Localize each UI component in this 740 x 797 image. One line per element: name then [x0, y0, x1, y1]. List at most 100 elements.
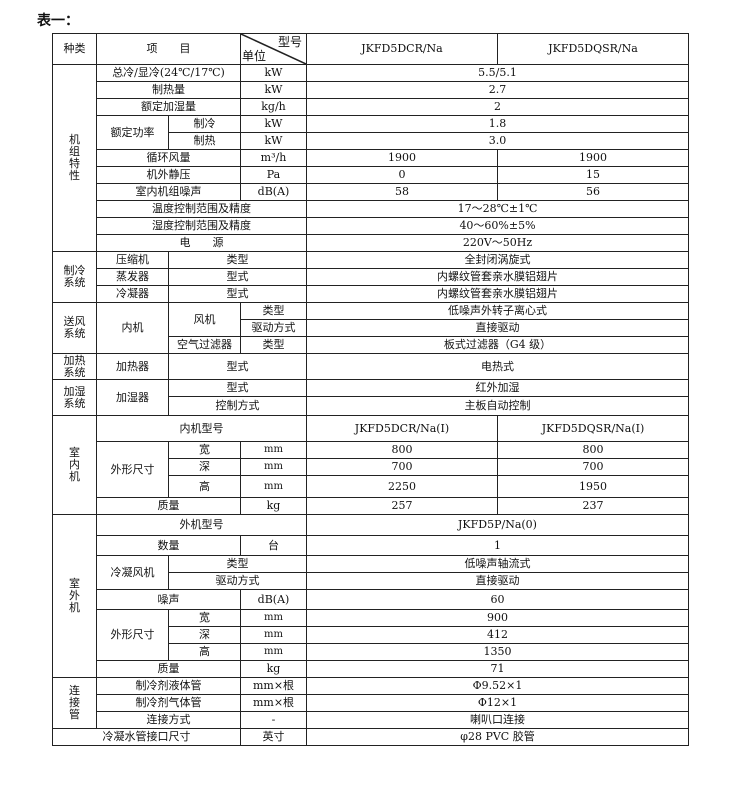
category-label: 加热系统 [63, 353, 86, 379]
table-row: 数量台 1 [53, 535, 689, 556]
header-model-unit: 型号 单位 [240, 33, 307, 65]
item-label: 蒸发器 [96, 268, 169, 286]
value: 17～28℃±1℃ [306, 200, 689, 218]
item-label: 加湿器 [96, 379, 169, 416]
unit: mm×根 [240, 694, 307, 712]
sub-item-label: 风机 [168, 302, 241, 337]
item-label: 温度控制范围及精度 [96, 200, 307, 218]
category-label: 连接管 [69, 684, 80, 721]
item-label: 制冷剂液体管 [96, 677, 241, 695]
table-row: 温度控制范围及精度 17～28℃±1℃ [53, 200, 689, 218]
item-label: 湿度控制范围及精度 [96, 217, 307, 235]
header-item: 项 目 [96, 33, 241, 65]
value-model-1: 2250 [306, 475, 498, 498]
spec-table: 种类 项 目 型号 单位 JKFD5DCR/Na JKFD5DQSR/Na 机组特… [52, 33, 689, 746]
unit: mm [240, 441, 307, 459]
sub-item-label: 驱动方式 [240, 319, 307, 337]
item-label: 外形尺寸 [96, 609, 169, 661]
sub-item-label: 高 [168, 475, 241, 498]
unit: mm [240, 626, 307, 644]
value: 直接驱动 [306, 572, 689, 590]
item-label: 内机 [96, 302, 169, 354]
table-row: 电 源 220V～50Hz [53, 234, 689, 252]
item-label: 额定加湿量 [96, 98, 241, 116]
diagonal-line [241, 34, 306, 64]
item-label: 总冷/显冷(24℃/17℃) [96, 64, 241, 82]
unit: kg [240, 497, 307, 515]
sub-item-label: 型式 [168, 353, 307, 380]
table-row: 连接方式 - 喇叭口连接 [53, 711, 689, 729]
value: 红外加湿 [306, 379, 689, 397]
value-model-2: 700 [497, 458, 689, 476]
table-row: 额定功率 制冷 kW 1.8 [53, 115, 689, 150]
sub-item-label: 宽 [168, 441, 241, 459]
table-row: 制冷系统 压缩机 类型 全封闭涡旋式 [52, 251, 689, 303]
unit: kg/h [240, 98, 307, 116]
value: 1.8 [306, 115, 689, 133]
table-row: 制冷剂气体管 mm×根 Φ12×1 [53, 694, 689, 712]
table-row: 高 mm 2250 1950 [53, 475, 689, 498]
unit: kW [240, 132, 307, 150]
value: 60 [306, 589, 689, 610]
value-model-1: 257 [306, 497, 498, 515]
unit: mm [240, 643, 307, 661]
table-row: 空气过滤器 类型 板式过滤器（G4 级） [53, 336, 689, 354]
table-row: 送风系统 内机 风机 类型 低噪声外转子离心式 [52, 302, 689, 354]
category-label: 室外机 [69, 577, 80, 614]
unit: Pa [240, 166, 307, 184]
sub-item-label: 制热 [168, 132, 241, 150]
category-air-supply-system: 送风系统 [52, 302, 97, 354]
value: 40～60%±5% [306, 217, 689, 235]
item-label: 机外静压 [96, 166, 241, 184]
sub-item-label: 宽 [168, 609, 241, 627]
category-label: 加湿系统 [63, 384, 86, 410]
value-model-1: JKFD5DCR/Na(I) [306, 415, 498, 442]
header-model-1: JKFD5DCR/Na [306, 33, 498, 65]
header-unit-label: 单位 [242, 49, 267, 63]
sub-item-label: 型式 [168, 268, 307, 286]
table-row: 质量 kg 257 237 [53, 497, 689, 515]
value: 3.0 [306, 132, 689, 150]
unit: mm×根 [240, 677, 307, 695]
value: 喇叭口连接 [306, 711, 689, 729]
category-label: 室内机 [69, 446, 80, 483]
value-model-2: 15 [497, 166, 689, 184]
unit: m³/h [240, 149, 307, 167]
unit: kg [240, 660, 307, 678]
table-row: 控制方式 主板自动控制 [53, 396, 689, 416]
value: 71 [306, 660, 689, 678]
value: 1350 [306, 643, 689, 661]
header-category: 种类 [52, 33, 97, 65]
value: Φ12×1 [306, 694, 689, 712]
value-model-2: 1950 [497, 475, 689, 498]
category-label: 机组特性 [69, 133, 80, 182]
unit: dB(A) [240, 589, 307, 610]
value: 内螺纹管套亲水膜铝翅片 [306, 268, 689, 286]
header-model-label: 型号 [277, 35, 302, 49]
sub-item-label: 制冷 [168, 115, 241, 133]
table-row: 加湿系统 加湿器 型式 红外加湿 [52, 379, 689, 416]
table-row: 蒸发器 型式 内螺纹管套亲水膜铝翅片 [53, 268, 689, 286]
sub-item-label: 类型 [168, 251, 307, 269]
table-row: 额定加湿量 kg/h 2 [53, 98, 689, 116]
category-heating-system: 加热系统 [52, 353, 97, 380]
value: φ28 PVC 胶管 [306, 728, 689, 746]
table-row: 冷凝器 型式 内螺纹管套亲水膜铝翅片 [53, 285, 689, 303]
sub-item-label: 类型 [240, 302, 307, 320]
table-row: 湿度控制范围及精度 40～60%±5% [53, 217, 689, 235]
table-row: 噪声 dB(A) 60 [53, 589, 689, 610]
value: 2 [306, 98, 689, 116]
table-row: 深 mm 412 [53, 626, 689, 644]
unit: mm [240, 609, 307, 627]
value: 220V～50Hz [306, 234, 689, 252]
value: 900 [306, 609, 689, 627]
sub-item-label: 型式 [168, 285, 307, 303]
table-row: 加热系统 加热器 型式 电热式 [52, 353, 689, 380]
item-label: 室内机组噪声 [96, 183, 241, 201]
sub-item-label: 空气过滤器 [168, 336, 241, 354]
category-label: 制冷系统 [63, 264, 86, 289]
table-row: 冷凝水管接口尺寸 英寸 φ28 PVC 胶管 [52, 728, 689, 746]
item-label: 质量 [96, 660, 241, 678]
item-label: 循环风量 [96, 149, 241, 167]
header-row: 种类 项 目 型号 单位 JKFD5DCR/Na JKFD5DQSR/Na [52, 33, 689, 65]
